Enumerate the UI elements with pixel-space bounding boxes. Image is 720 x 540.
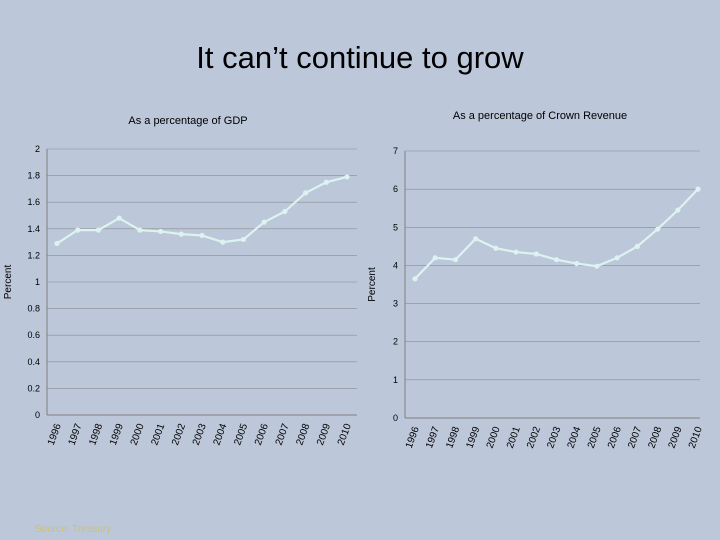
revenue-y-tick-label: 6	[393, 184, 398, 194]
revenue-y-tick-label: 0	[393, 413, 398, 423]
revenue-data-point	[432, 255, 438, 261]
gdp-x-tick-label: 2000	[129, 422, 147, 447]
gdp-x-tick-label: 2002	[170, 422, 188, 447]
gdp-data-point	[178, 231, 184, 237]
revenue-y-tick-label: 5	[393, 222, 398, 232]
slide-title: It can’t continue to grow	[196, 40, 524, 75]
gdp-data-point	[220, 239, 226, 245]
revenue-x-tick-label: 2008	[646, 425, 664, 450]
revenue-x-tick-label: 2006	[606, 425, 624, 450]
gdp-data-point	[344, 174, 350, 180]
gdp-data-point	[261, 219, 267, 225]
gdp-x-tick-label: 2001	[149, 422, 167, 447]
gdp-y-tick-label: 1.2	[27, 250, 40, 260]
gdp-chart-title: As a percentage of GDP	[128, 115, 247, 127]
gdp-x-tick-label: 2003	[191, 422, 209, 447]
revenue-x-tick-label: 2005	[586, 425, 604, 450]
revenue-y-tick-label: 4	[393, 260, 398, 270]
revenue-y-tick-label: 1	[393, 375, 398, 385]
revenue-x-tick-label: 2003	[545, 425, 563, 450]
revenue-data-point	[553, 257, 560, 263]
revenue-data-point	[412, 276, 418, 282]
revenue-x-tick-label: 2010	[687, 425, 705, 450]
gdp-y-axis-label: Percent	[3, 265, 14, 300]
gdp-x-tick-label: 1996	[46, 422, 64, 447]
gdp-x-tick-label: 2009	[315, 422, 333, 447]
gdp-y-tick-label: 0.2	[27, 383, 40, 393]
source-note: Source: Treasury	[35, 524, 112, 535]
revenue-data-point	[695, 186, 701, 192]
gdp-data-point	[302, 190, 309, 196]
gdp-data-point	[282, 208, 288, 215]
revenue-data-point	[654, 226, 661, 232]
gdp-data-point	[75, 227, 81, 233]
gdp-y-tick-label: 0	[35, 410, 40, 420]
revenue-x-tick-label: 1998	[444, 425, 462, 450]
gdp-data-point	[157, 228, 164, 235]
revenue-y-tick-label: 7	[393, 146, 398, 156]
revenue-data-point	[473, 236, 479, 242]
revenue-x-tick-label: 2002	[525, 425, 543, 450]
gdp-x-tick-label: 1999	[108, 422, 126, 447]
gdp-data-point	[137, 227, 143, 233]
gdp-y-tick-label: 1.4	[27, 224, 40, 234]
gdp-x-tick-label: 2006	[253, 422, 271, 447]
gdp-y-tick-label: 1	[35, 277, 40, 287]
revenue-x-tick-label: 2009	[667, 425, 685, 450]
revenue-y-tick-label: 3	[393, 299, 398, 309]
revenue-x-tick-label: 2004	[566, 425, 584, 450]
gdp-x-tick-label: 2008	[294, 422, 312, 447]
revenue-data-point	[574, 260, 580, 267]
gdp-y-tick-label: 0.4	[27, 357, 40, 367]
revenue-x-tick-label: 2000	[485, 425, 503, 450]
revenue-x-tick-label: 1996	[404, 425, 422, 450]
revenue-data-point	[594, 263, 600, 269]
revenue-data-point	[614, 255, 620, 261]
gdp-x-tick-label: 1997	[67, 422, 85, 447]
gdp-x-tick-label: 2005	[232, 422, 250, 447]
revenue-data-point	[533, 251, 539, 257]
gdp-data-point	[240, 236, 247, 243]
revenue-data-point	[675, 207, 681, 213]
revenue-data-point	[513, 249, 519, 255]
revenue-x-tick-label: 2001	[505, 425, 523, 450]
revenue-x-tick-label: 2007	[626, 425, 644, 450]
gdp-y-tick-label: 0.8	[27, 304, 40, 314]
revenue-x-tick-label: 1997	[424, 425, 442, 450]
revenue-data-point	[493, 245, 499, 251]
gdp-y-tick-label: 1.8	[27, 171, 40, 181]
gdp-y-tick-label: 0.6	[27, 330, 40, 340]
gdp-x-tick-label: 1998	[87, 422, 105, 447]
gdp-x-tick-label: 2004	[212, 422, 230, 447]
revenue-y-axis-label: Percent	[367, 267, 378, 302]
gdp-x-tick-label: 2007	[274, 422, 292, 447]
gdp-data-point	[116, 215, 122, 221]
revenue-y-tick-label: 2	[393, 337, 398, 347]
revenue-chart-title: As a percentage of Crown Revenue	[453, 110, 627, 122]
revenue-x-tick-label: 1999	[465, 425, 483, 450]
gdp-x-tick-label: 2010	[336, 422, 354, 447]
gdp-y-tick-label: 1.6	[27, 197, 40, 207]
gdp-data-point	[323, 179, 329, 185]
revenue-data-point	[452, 257, 459, 263]
gdp-y-tick-label: 2	[35, 144, 40, 154]
revenue-data-point	[634, 243, 640, 249]
gdp-data-point	[95, 227, 102, 233]
gdp-data-point	[54, 240, 60, 247]
gdp-data-point	[199, 232, 205, 239]
